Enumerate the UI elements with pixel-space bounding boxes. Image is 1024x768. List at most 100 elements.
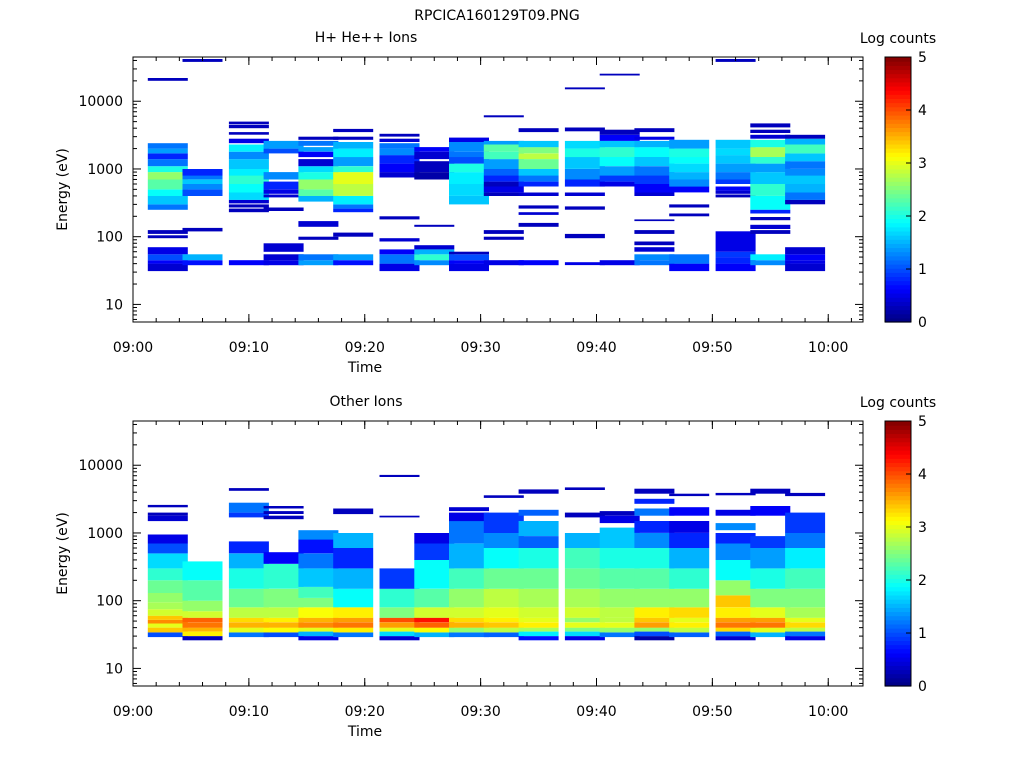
heatmap-cell xyxy=(669,263,710,272)
heatmap-cell xyxy=(750,627,791,633)
heatmap-cell xyxy=(414,172,455,180)
colorbar-segment xyxy=(885,222,911,228)
colorbar-segment xyxy=(885,139,911,145)
heatmap-cell xyxy=(333,508,374,515)
heatmap-cell xyxy=(333,148,374,158)
heatmap-cell xyxy=(147,235,188,239)
colorbar-segment xyxy=(885,454,911,459)
heatmap-cell xyxy=(564,157,605,169)
heatmap-cell xyxy=(228,184,269,193)
heatmap-cell xyxy=(333,232,374,237)
heatmap-cell xyxy=(564,568,605,589)
colorbar-segment xyxy=(885,499,911,505)
heatmap-cell xyxy=(449,254,489,261)
heatmap-cell xyxy=(483,115,524,118)
heatmap-cell xyxy=(182,175,223,180)
heatmap-cell xyxy=(518,521,559,536)
heatmap-cell xyxy=(298,568,339,587)
heatmap-cell xyxy=(785,192,826,200)
heatmap-cell xyxy=(298,631,339,637)
colorbar-segment xyxy=(885,615,911,621)
heatmap-cell xyxy=(715,251,756,258)
heatmap-cell xyxy=(182,189,223,196)
heatmap-cell xyxy=(333,184,374,196)
colorbar-segment xyxy=(885,640,911,646)
colorbar-segment xyxy=(885,288,911,294)
heatmap-cell xyxy=(228,208,269,213)
heatmap-cell xyxy=(333,627,374,633)
heatmap-cell xyxy=(518,222,559,227)
heatmap-cell xyxy=(785,631,826,637)
heatmap-cell xyxy=(147,515,188,522)
heatmap-cell xyxy=(634,230,675,234)
heatmap-cell xyxy=(414,245,455,250)
colorbar-segment xyxy=(885,272,911,278)
heatmap-cell xyxy=(669,254,710,264)
colorbar-segment xyxy=(885,210,911,215)
colorbar-segment xyxy=(885,524,911,530)
heatmap-cell xyxy=(518,568,559,589)
colorbar-segment xyxy=(885,669,911,675)
heatmap-cell xyxy=(785,263,826,272)
colorbar-segment xyxy=(885,181,911,186)
heatmap-cell xyxy=(750,134,791,139)
colorbar: 0 1 2 3 4 5 Log counts xyxy=(860,395,936,695)
heatmap-cell xyxy=(750,488,791,494)
heatmap-cell xyxy=(564,206,605,210)
heatmap-cell xyxy=(715,179,756,184)
colorbar-segment xyxy=(885,119,911,124)
heatmap-cell xyxy=(147,166,188,173)
heatmap-cell xyxy=(333,588,374,608)
colorbar-segment xyxy=(885,164,911,170)
heatmap-cell xyxy=(449,263,489,272)
heatmap-cell xyxy=(228,632,269,638)
heatmap-cell xyxy=(669,588,710,608)
heatmap-cell xyxy=(147,619,188,624)
colorbar-segment xyxy=(885,65,911,71)
heatmap-cell xyxy=(449,195,489,205)
colorbar-segment xyxy=(885,421,911,426)
heatmap-cell xyxy=(147,195,188,205)
heatmap-cell xyxy=(414,617,455,623)
heatmap-other xyxy=(147,474,826,641)
heatmap-cell xyxy=(785,512,826,533)
colorbar-segment xyxy=(885,85,911,91)
colorbar-segment xyxy=(885,313,911,319)
heatmap-cell xyxy=(449,521,489,544)
x-tick-label: 09:00 xyxy=(113,340,153,356)
heatmap-cell xyxy=(785,138,826,145)
heatmap-cell xyxy=(449,617,489,623)
colorbar-segment xyxy=(885,574,911,579)
heatmap-cell xyxy=(599,147,640,157)
y-tick-label: 10 xyxy=(105,661,123,677)
heatmap-cell xyxy=(599,140,640,148)
heatmap-cell xyxy=(298,179,339,190)
colorbar-segment xyxy=(885,94,911,100)
heatmap-cell xyxy=(263,627,304,633)
heatmap-cell xyxy=(750,607,791,618)
colorbar-segment xyxy=(885,172,911,178)
heatmap-cell xyxy=(785,161,826,169)
heatmap-cell xyxy=(483,151,524,160)
colorbar-tick-label: 1 xyxy=(918,262,927,278)
heatmap-cell xyxy=(669,172,710,180)
y-tick-label: 10 xyxy=(105,297,123,313)
heatmap-cell xyxy=(599,568,640,589)
colorbar-tick-label: 0 xyxy=(918,315,927,331)
colorbar-segment xyxy=(885,214,911,220)
heatmap-cell xyxy=(483,548,524,569)
heatmap-cell xyxy=(669,186,710,193)
y-tick-label: 1000 xyxy=(87,526,123,542)
panel-h-he-ions: 09:00 09:10 09:20 09:30 09:40 09:50 10:0010100… xyxy=(55,30,936,376)
heatmap-cell xyxy=(715,155,756,164)
heatmap-cell xyxy=(333,204,374,209)
heatmap-cell xyxy=(263,243,304,252)
heatmap-cell xyxy=(669,627,710,633)
heatmap-cell xyxy=(379,474,420,477)
heatmap-cell xyxy=(147,627,188,633)
heatmap-cell xyxy=(147,179,188,190)
colorbar-segment xyxy=(885,661,911,666)
heatmap-cell xyxy=(333,548,374,569)
x-tick-label: 09:30 xyxy=(460,340,500,356)
heatmap-cell xyxy=(379,216,420,220)
